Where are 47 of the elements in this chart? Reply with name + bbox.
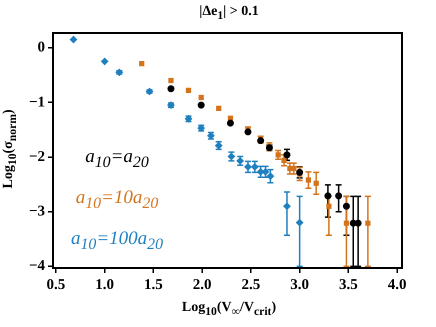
x-tick-label: 3.5 [339, 276, 358, 293]
x-tick-label: 0.5 [46, 276, 66, 293]
point [324, 192, 332, 200]
point [365, 220, 370, 226]
point [291, 166, 296, 172]
point [139, 60, 144, 66]
point [314, 180, 319, 186]
x-tick-label: 2.5 [242, 276, 260, 293]
point [168, 78, 174, 84]
point [342, 202, 350, 210]
y-tick-label: −4 [28, 258, 46, 274]
y-tick-label: −2 [28, 148, 45, 165]
point [326, 204, 332, 209]
y-tick-label: −3 [28, 204, 45, 220]
point [244, 163, 252, 171]
y-tick-label: −1 [28, 94, 45, 110]
point [186, 88, 192, 94]
point [266, 172, 274, 180]
point [335, 192, 342, 200]
point [281, 158, 287, 163]
point [344, 220, 350, 226]
point [198, 102, 205, 109]
point [283, 202, 291, 210]
point [216, 106, 222, 112]
y-tick-label: 0 [38, 40, 45, 56]
x-tick-label: 4.0 [388, 276, 406, 293]
point [198, 94, 204, 100]
point [296, 218, 304, 226]
text: a$_{10}$=100a$_{20}$ [70, 228, 164, 254]
point [226, 120, 234, 127]
point [283, 151, 290, 158]
text: a$_{10}$=10a$_{20}$ [74, 186, 160, 213]
x-tick-label: 2.0 [192, 276, 212, 293]
x-axis-title: Log$_{10}$(V$_{∞}$/V$_{crit}$) [180, 300, 278, 318]
point [306, 177, 312, 183]
point [251, 163, 258, 171]
text: a$_{10}$=a$_{20}$ [84, 146, 150, 172]
point [354, 220, 362, 227]
point [100, 58, 108, 66]
point [244, 128, 252, 136]
point [70, 36, 78, 44]
x-tick-label: 1.5 [144, 276, 163, 293]
x-tick-label: 3.0 [290, 276, 310, 293]
x-tick-label: 1.0 [95, 276, 114, 293]
point [296, 168, 304, 176]
chart-title: |Δe$_{1}$| > 0.1 [198, 4, 260, 22]
point [167, 85, 174, 92]
